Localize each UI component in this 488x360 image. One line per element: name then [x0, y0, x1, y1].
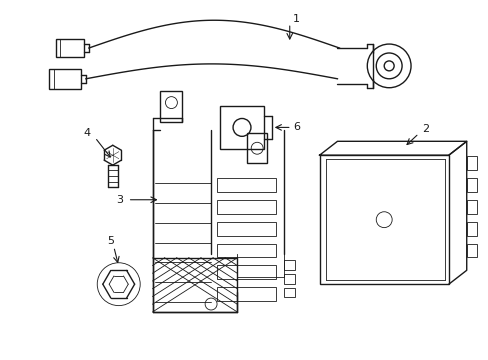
Bar — [220, 105, 264, 149]
Text: 5: 5 — [107, 235, 114, 246]
Bar — [466, 178, 476, 192]
Bar — [217, 222, 275, 235]
Bar — [217, 243, 275, 257]
Bar — [283, 260, 295, 270]
Bar — [217, 178, 275, 192]
Bar — [466, 156, 476, 170]
Bar — [247, 133, 266, 163]
Text: 4: 4 — [83, 129, 91, 138]
Text: 1: 1 — [292, 14, 299, 24]
Bar — [466, 222, 476, 235]
Text: 6: 6 — [293, 122, 300, 132]
Bar — [466, 200, 476, 214]
Bar — [319, 155, 448, 284]
Text: 2: 2 — [421, 125, 428, 134]
Bar — [49, 69, 81, 89]
Bar — [56, 39, 84, 57]
Bar — [217, 287, 275, 301]
Bar — [466, 243, 476, 257]
Text: 3: 3 — [116, 195, 122, 205]
Bar — [283, 288, 295, 297]
Bar — [160, 91, 182, 122]
Bar — [217, 265, 275, 279]
Bar — [283, 274, 295, 284]
Bar — [217, 200, 275, 214]
